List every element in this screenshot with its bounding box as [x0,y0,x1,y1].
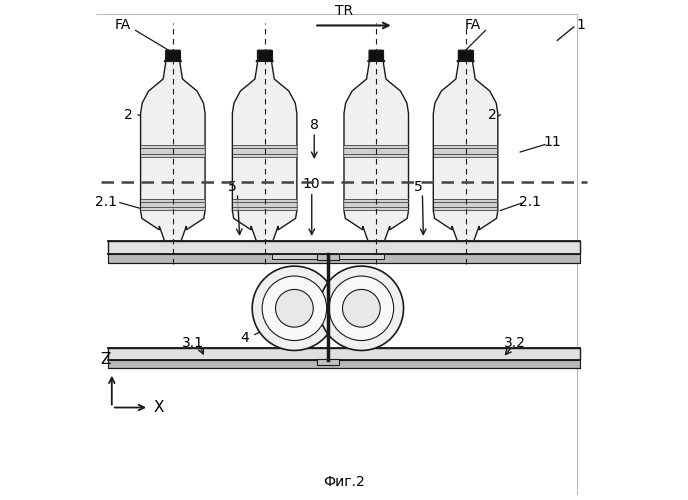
Polygon shape [339,254,384,258]
Text: 2.1: 2.1 [95,194,117,208]
Polygon shape [344,200,408,210]
Text: X: X [154,400,164,415]
Text: Z: Z [100,352,111,367]
Circle shape [262,276,327,340]
Text: TR: TR [335,4,353,18]
Polygon shape [272,254,316,258]
Polygon shape [141,200,205,210]
Circle shape [329,276,394,340]
Text: 3.2: 3.2 [504,336,526,350]
Polygon shape [369,50,383,61]
Polygon shape [344,145,408,158]
Text: 5: 5 [228,180,237,194]
Polygon shape [233,200,297,210]
Circle shape [343,290,380,327]
Text: 2: 2 [124,108,133,122]
Polygon shape [433,145,497,158]
Polygon shape [433,200,497,210]
Polygon shape [166,50,180,61]
Text: 8: 8 [310,118,319,132]
Polygon shape [317,254,338,260]
Text: FA: FA [115,18,131,32]
Polygon shape [108,360,580,368]
Text: 10: 10 [303,177,321,191]
Polygon shape [108,242,580,254]
Polygon shape [108,348,580,360]
Polygon shape [433,50,498,242]
Circle shape [252,266,336,350]
Polygon shape [257,50,272,61]
Polygon shape [233,50,297,242]
Text: 4: 4 [240,331,249,345]
Polygon shape [458,50,473,61]
Text: 2.1: 2.1 [519,194,541,208]
Text: Фиг.2: Фиг.2 [323,475,365,489]
Circle shape [319,266,404,350]
Text: 2: 2 [488,108,497,122]
Text: 3.1: 3.1 [182,336,204,350]
Text: 9: 9 [327,306,336,320]
Text: 11: 11 [544,135,561,149]
Polygon shape [233,145,297,158]
Polygon shape [344,50,409,242]
Text: 1: 1 [577,18,585,32]
Circle shape [275,290,313,327]
Polygon shape [141,145,205,158]
Polygon shape [317,360,338,366]
Text: 4: 4 [377,331,385,345]
Text: FA: FA [465,18,481,32]
Text: 5: 5 [414,180,423,194]
Polygon shape [140,50,205,242]
Polygon shape [108,254,580,262]
